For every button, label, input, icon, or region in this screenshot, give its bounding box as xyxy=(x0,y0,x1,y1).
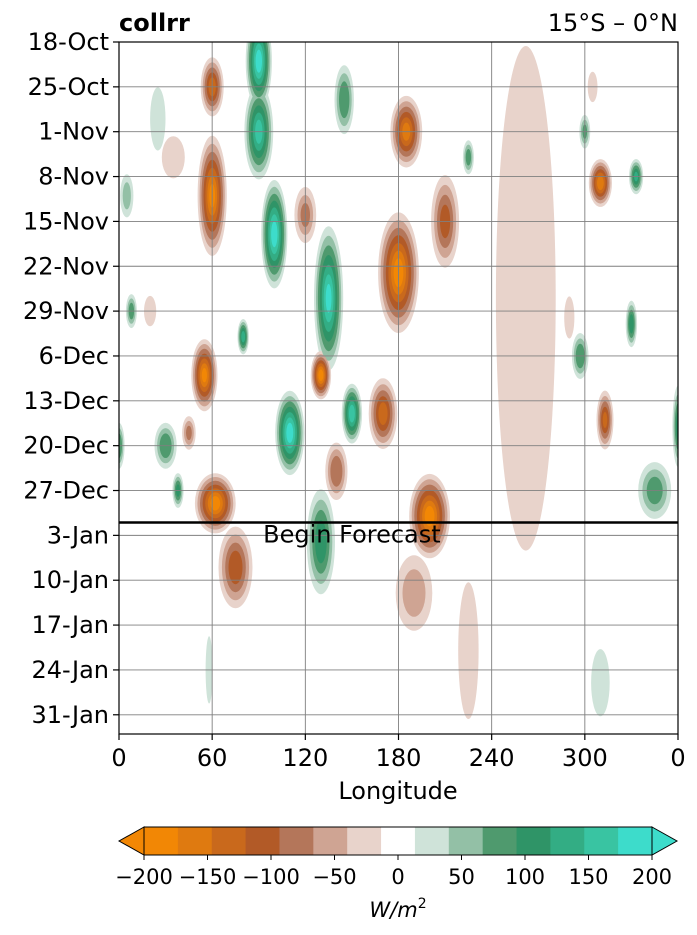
field-contour xyxy=(228,550,243,585)
y-tick-label: 6-Dec xyxy=(39,342,109,370)
y-tick-label: 15-Nov xyxy=(23,207,109,235)
y-tick-label: 18-Oct xyxy=(28,28,109,56)
anomaly-field xyxy=(119,42,678,720)
plot-area: Begin Forecast xyxy=(118,41,679,735)
colorbar-tick-label: −100 xyxy=(242,865,300,889)
x-tick-label: 180 xyxy=(376,744,422,772)
field-contour xyxy=(286,422,294,443)
colorbar-extend-low xyxy=(117,826,145,856)
field-contour xyxy=(591,649,610,717)
colorbar: −200 −150 −100 −50 0 50 100 150 200 xyxy=(115,826,679,889)
y-tick-label: 8-Nov xyxy=(38,163,109,191)
field-contour xyxy=(458,582,479,720)
colorbar-segment xyxy=(482,827,518,855)
field-contour xyxy=(325,283,332,313)
x-axis-ticks: 0 60 120 180 240 300 0 xyxy=(111,734,686,772)
field-contour xyxy=(150,87,166,151)
field-contour xyxy=(201,368,207,383)
colorbar-segment xyxy=(550,827,585,855)
y-tick-label: 31-Jan xyxy=(31,701,109,729)
y-tick-label: 17-Jan xyxy=(31,611,109,639)
x-tick-label: 0 xyxy=(111,744,126,772)
x-tick-label: 240 xyxy=(469,744,515,772)
y-tick-label: 13-Dec xyxy=(23,387,109,415)
y-tick-label: 1-Nov xyxy=(38,118,109,146)
field-contour xyxy=(210,496,221,511)
x-axis-label: Longitude xyxy=(338,777,457,805)
colorbar-tick-label: −150 xyxy=(179,865,237,889)
colorbar-tick-label: −50 xyxy=(312,865,356,889)
y-tick-label: 22-Nov xyxy=(23,252,109,280)
colorbar-extend-high xyxy=(651,826,679,856)
colorbar-segment xyxy=(584,827,619,855)
y-tick-label: 20-Dec xyxy=(23,432,109,460)
colorbar-tick-label: 0 xyxy=(391,865,404,889)
colorbar-segment xyxy=(448,827,484,855)
colorbar-units: W/m2 xyxy=(369,896,426,922)
y-tick-label: 25-Oct xyxy=(28,73,109,101)
colorbar-segment xyxy=(347,827,382,855)
field-contour xyxy=(602,412,608,428)
field-contour xyxy=(339,81,350,119)
colorbar-segment xyxy=(245,827,280,855)
y-axis-ticks: 18-Oct 25-Oct 1-Nov 8-Nov 15-Nov 22-Nov 29-Nov… xyxy=(23,28,119,729)
chart-subtitle: 15°S – 0°N xyxy=(548,9,678,37)
field-contour xyxy=(255,49,262,73)
field-contour xyxy=(348,404,355,423)
colorbar-tick-label: 200 xyxy=(632,865,672,889)
x-tick-label: 0 xyxy=(670,744,685,772)
field-contour xyxy=(241,331,246,343)
colorbar-segment xyxy=(279,827,314,855)
field-contour xyxy=(564,296,575,339)
field-contour xyxy=(402,569,426,617)
y-tick-label: 24-Jan xyxy=(31,656,109,684)
colorbar-segment xyxy=(177,827,213,855)
colorbar-segment xyxy=(414,827,450,855)
field-contour xyxy=(271,221,278,248)
field-contour xyxy=(122,182,131,210)
colorbar-tick-label: 150 xyxy=(568,865,608,889)
colorbar-tick-label: 50 xyxy=(448,865,475,889)
field-contour xyxy=(330,455,343,487)
colorbar-segment xyxy=(516,827,551,855)
begin-forecast-label: Begin Forecast xyxy=(263,521,441,549)
colorbar-tick-label: 100 xyxy=(505,865,545,889)
y-tick-label: 29-Nov xyxy=(23,297,109,325)
field-contour xyxy=(424,505,435,527)
x-tick-label: 60 xyxy=(197,744,228,772)
colorbar-segment xyxy=(313,827,348,855)
x-tick-label: 120 xyxy=(282,744,328,772)
field-contour xyxy=(315,520,327,564)
chart-title: collrr xyxy=(119,9,190,37)
field-contour xyxy=(465,149,472,166)
colorbar-segment xyxy=(381,827,416,855)
y-tick-label: 10-Jan xyxy=(31,566,109,594)
colorbar-segment xyxy=(211,827,247,855)
colorbar-segment xyxy=(618,827,653,855)
field-contour xyxy=(597,175,604,191)
field-contour xyxy=(161,136,185,179)
field-contour xyxy=(378,402,388,425)
y-tick-label: 27-Dec xyxy=(23,477,109,505)
field-contour xyxy=(629,314,634,334)
colorbar-segment xyxy=(144,827,179,855)
field-contour xyxy=(186,425,192,441)
field-contour xyxy=(495,45,556,551)
field-contour xyxy=(318,369,324,382)
colorbar-tick-label: −200 xyxy=(115,865,173,889)
x-tick-label: 300 xyxy=(562,744,608,772)
y-tick-label: 3-Jan xyxy=(47,521,109,549)
